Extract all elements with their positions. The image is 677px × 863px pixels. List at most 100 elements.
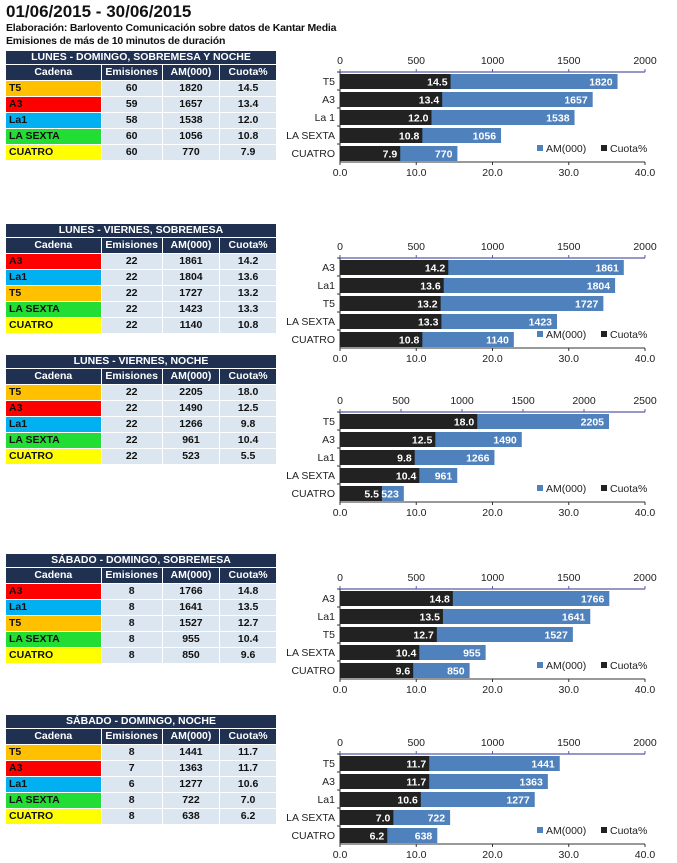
cuota-data-label: 12.5 (412, 435, 433, 447)
cuota-data-label: 14.8 (429, 594, 450, 606)
value-cell: 60 (100, 144, 163, 161)
cuota-tick-label: 0.0 (333, 167, 348, 176)
value-cell: 1766 (161, 583, 221, 600)
column-header: Emisiones (100, 237, 163, 254)
category-label: T5 (323, 629, 335, 641)
cuota-bar (340, 314, 442, 329)
am-data-label: 722 (428, 813, 446, 825)
value-cell: 8 (100, 599, 163, 616)
value-cell: 22 (100, 301, 163, 318)
value-cell: 10.4 (219, 631, 277, 648)
channel-cell: A3 (5, 760, 102, 777)
cuota-tick-label: 20.0 (482, 167, 503, 176)
table-row: A3 7 1363 11.7 (5, 760, 277, 777)
cuota-tick-label: 10.0 (406, 353, 427, 362)
category-label: La1 (317, 794, 335, 806)
cuota-legend-swatch (601, 827, 607, 833)
channel-cell: La1 (5, 416, 102, 433)
category-label: LA SEXTA (286, 316, 335, 328)
value-cell: 770 (161, 144, 221, 161)
am-tick-label: 2500 (633, 395, 657, 407)
cuota-bar (340, 74, 451, 89)
cuota-tick-label: 0.0 (333, 849, 348, 858)
am-tick-label: 1000 (481, 737, 505, 749)
value-cell: 1277 (161, 776, 221, 793)
am-data-label: 1441 (531, 759, 555, 771)
am-data-label: 523 (381, 489, 399, 501)
cuota-data-label: 10.4 (396, 648, 417, 660)
am-legend-label: AM(000) (546, 660, 586, 672)
value-cell: 9.8 (219, 416, 277, 433)
cuota-data-label: 11.7 (406, 777, 426, 789)
table-row: A3 8 1766 14.8 (5, 583, 277, 600)
value-cell: 1820 (161, 80, 221, 97)
column-header: Cadena (5, 728, 102, 745)
bar-chart: 0 500 1000 1500 2000 0.0 10.0 20.0 30.0 40.0 A3 14.… (285, 563, 677, 696)
column-header: Cuota% (219, 567, 277, 584)
channel-cell: LA SEXTA (5, 631, 102, 648)
category-label: T5 (323, 758, 335, 770)
value-cell: 58 (100, 112, 163, 129)
audience-table: LUNES - DOMINGO, SOBREMESA Y NOCHE Cadena… (5, 50, 277, 161)
am-legend-swatch (537, 827, 543, 833)
value-cell: 2205 (161, 384, 221, 401)
source-note: Elaboración: Barlovento Comunicación sob… (6, 22, 337, 34)
am-tick-label: 2000 (633, 55, 657, 67)
table-row: LA SEXTA 8 955 10.4 (5, 631, 277, 648)
am-data-label: 1527 (545, 630, 569, 642)
value-cell: 8 (100, 631, 163, 648)
value-cell: 1423 (161, 301, 221, 318)
value-cell: 13.2 (219, 285, 277, 302)
table-row: CUATRO 60 770 7.9 (5, 144, 277, 161)
cuota-data-label: 9.8 (397, 453, 412, 465)
table-row: LA SEXTA 60 1056 10.8 (5, 128, 277, 145)
cuota-bar (340, 591, 453, 606)
cuota-data-label: 12.7 (413, 630, 434, 642)
value-cell: 8 (100, 744, 163, 761)
table-row: T5 60 1820 14.5 (5, 80, 277, 97)
cuota-tick-label: 0.0 (333, 684, 348, 693)
cuota-bar (340, 792, 421, 807)
am-tick-label: 0 (337, 241, 343, 253)
am-legend-swatch (537, 662, 543, 668)
value-cell: 10.8 (219, 317, 277, 334)
value-cell: 1056 (161, 128, 221, 145)
table-row: La1 8 1641 13.5 (5, 599, 277, 616)
table-row: LA SEXTA 22 961 10.4 (5, 432, 277, 449)
am-data-label: 1804 (587, 281, 611, 293)
cuota-tick-label: 30.0 (559, 167, 580, 176)
cuota-bar (340, 278, 444, 293)
cuota-tick-label: 40.0 (635, 353, 656, 362)
column-header: AM(000) (161, 368, 221, 385)
table-title: SÁBADO - DOMINGO, NOCHE (5, 714, 277, 729)
cuota-bar (340, 828, 388, 843)
table-row: T5 8 1441 11.7 (5, 744, 277, 761)
value-cell: 1266 (161, 416, 221, 433)
cuota-bar (340, 774, 430, 789)
category-label: T5 (323, 76, 335, 88)
channel-cell: La1 (5, 112, 102, 129)
value-cell: 1441 (161, 744, 221, 761)
column-header: Cadena (5, 64, 102, 81)
category-label: CUATRO (291, 148, 335, 160)
cuota-bar (340, 663, 414, 678)
cuota-tick-label: 0.0 (333, 353, 348, 362)
am-data-label: 770 (435, 149, 453, 161)
am-data-label: 1056 (473, 131, 497, 143)
cuota-bar (340, 128, 423, 143)
am-tick-label: 500 (407, 55, 425, 67)
category-label: T5 (323, 298, 335, 310)
cuota-data-label: 10.6 (397, 795, 418, 807)
value-cell: 8 (100, 792, 163, 809)
value-cell: 8 (100, 647, 163, 664)
am-data-label: 1641 (562, 612, 586, 624)
am-tick-label: 500 (407, 737, 425, 749)
value-cell: 1538 (161, 112, 221, 129)
table-row: LA SEXTA 22 1423 13.3 (5, 301, 277, 318)
category-label: A3 (322, 593, 335, 605)
cuota-data-label: 13.5 (420, 612, 441, 624)
column-header: Cadena (5, 368, 102, 385)
value-cell: 1527 (161, 615, 221, 632)
column-header: Cadena (5, 567, 102, 584)
am-data-label: 1140 (486, 335, 509, 347)
